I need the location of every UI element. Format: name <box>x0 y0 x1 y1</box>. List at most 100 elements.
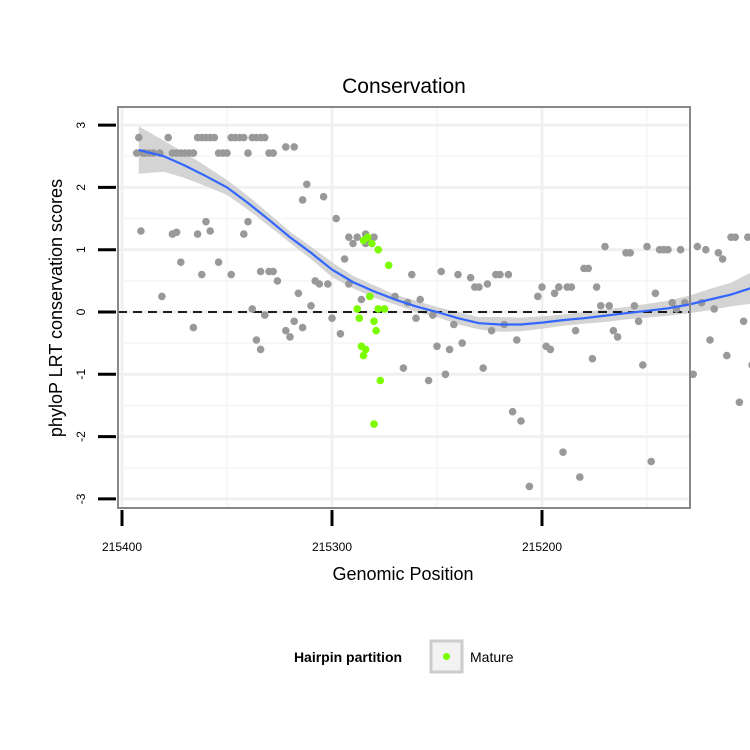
data-point <box>567 283 576 291</box>
mature-point <box>355 314 364 323</box>
x-tick-label: 215300 <box>312 540 352 554</box>
data-point <box>132 149 141 157</box>
data-point <box>651 289 660 298</box>
data-point <box>664 245 672 254</box>
data-point <box>290 143 299 151</box>
data-point <box>689 370 697 379</box>
mature-point <box>376 376 385 385</box>
data-point <box>340 255 349 263</box>
legend-title: Hairpin partition <box>294 649 402 665</box>
data-point <box>290 317 299 326</box>
data-point <box>164 133 172 142</box>
data-point <box>345 280 353 288</box>
data-point <box>244 217 252 226</box>
mature-point <box>366 292 374 301</box>
data-point <box>739 317 748 326</box>
data-point <box>714 249 723 257</box>
mature-point <box>374 305 383 313</box>
data-point <box>135 133 143 142</box>
data-point <box>487 326 496 335</box>
data-point <box>559 448 567 457</box>
data-point <box>298 196 307 204</box>
data-point <box>137 227 145 235</box>
data-point <box>214 258 223 267</box>
mature-point <box>363 233 372 241</box>
data-point <box>584 264 592 273</box>
data-point <box>479 364 488 372</box>
data-point <box>269 149 278 157</box>
data-point <box>445 345 454 354</box>
data-point <box>244 149 252 157</box>
data-point <box>508 407 517 416</box>
data-point <box>282 326 290 335</box>
legend-label-mature: Mature <box>470 649 514 665</box>
data-point <box>450 320 458 329</box>
mature-point <box>380 305 389 313</box>
data-point <box>261 133 269 142</box>
data-point <box>550 289 559 298</box>
data-point <box>437 267 446 276</box>
mature-point <box>368 239 376 248</box>
data-point <box>525 482 534 491</box>
legend-key-mature-point <box>443 653 450 660</box>
data-point <box>353 233 362 241</box>
mature-point <box>361 345 370 354</box>
data-point <box>286 333 294 341</box>
data-point <box>534 292 542 301</box>
y-axis: -3 -2 -1 0 1 2 3 <box>74 121 116 504</box>
data-point <box>416 295 425 304</box>
data-point <box>248 305 256 313</box>
data-point <box>193 230 202 238</box>
data-point <box>319 192 328 201</box>
data-point <box>735 398 744 407</box>
data-point <box>189 323 198 332</box>
data-point <box>324 280 332 288</box>
x-tick-label: 215200 <box>522 540 562 554</box>
data-point <box>189 149 198 157</box>
data-point <box>605 302 613 310</box>
data-point <box>576 473 584 481</box>
data-point <box>252 336 261 344</box>
data-point <box>412 314 420 323</box>
data-point <box>256 345 265 354</box>
data-point <box>643 242 651 251</box>
data-point <box>273 277 282 285</box>
data-point <box>345 233 353 241</box>
data-point <box>613 333 622 341</box>
data-point <box>496 270 504 279</box>
data-point <box>261 311 269 319</box>
data-point <box>240 230 248 238</box>
data-point <box>647 457 655 466</box>
data-point <box>227 270 235 279</box>
data-point <box>328 314 336 323</box>
data-point <box>307 302 315 310</box>
data-point <box>483 280 492 288</box>
mature-point <box>374 245 383 254</box>
data-point <box>466 273 475 282</box>
data-point <box>458 339 467 347</box>
series-other <box>132 133 750 491</box>
mature-point <box>370 317 378 326</box>
mature-point <box>372 326 380 335</box>
y-tick-label: 0 <box>74 308 88 315</box>
data-point <box>668 298 676 307</box>
data-point <box>172 228 181 237</box>
data-point <box>294 289 303 298</box>
plot-panel <box>117 106 750 509</box>
series-mature <box>353 233 393 428</box>
data-point <box>693 242 702 251</box>
data-point <box>399 364 408 372</box>
x-axis: 215400 215300 215200 <box>102 510 562 554</box>
data-point <box>513 336 521 344</box>
smooth-fit-line <box>138 148 750 326</box>
y-tick-label: 3 <box>74 121 88 128</box>
data-point <box>588 354 597 363</box>
data-point <box>357 295 366 304</box>
data-point <box>240 133 248 142</box>
data-point <box>597 302 605 310</box>
legend: Hairpin partition Mature <box>294 639 514 674</box>
data-point <box>723 351 731 360</box>
data-point <box>223 149 231 157</box>
panel-border <box>117 106 691 509</box>
